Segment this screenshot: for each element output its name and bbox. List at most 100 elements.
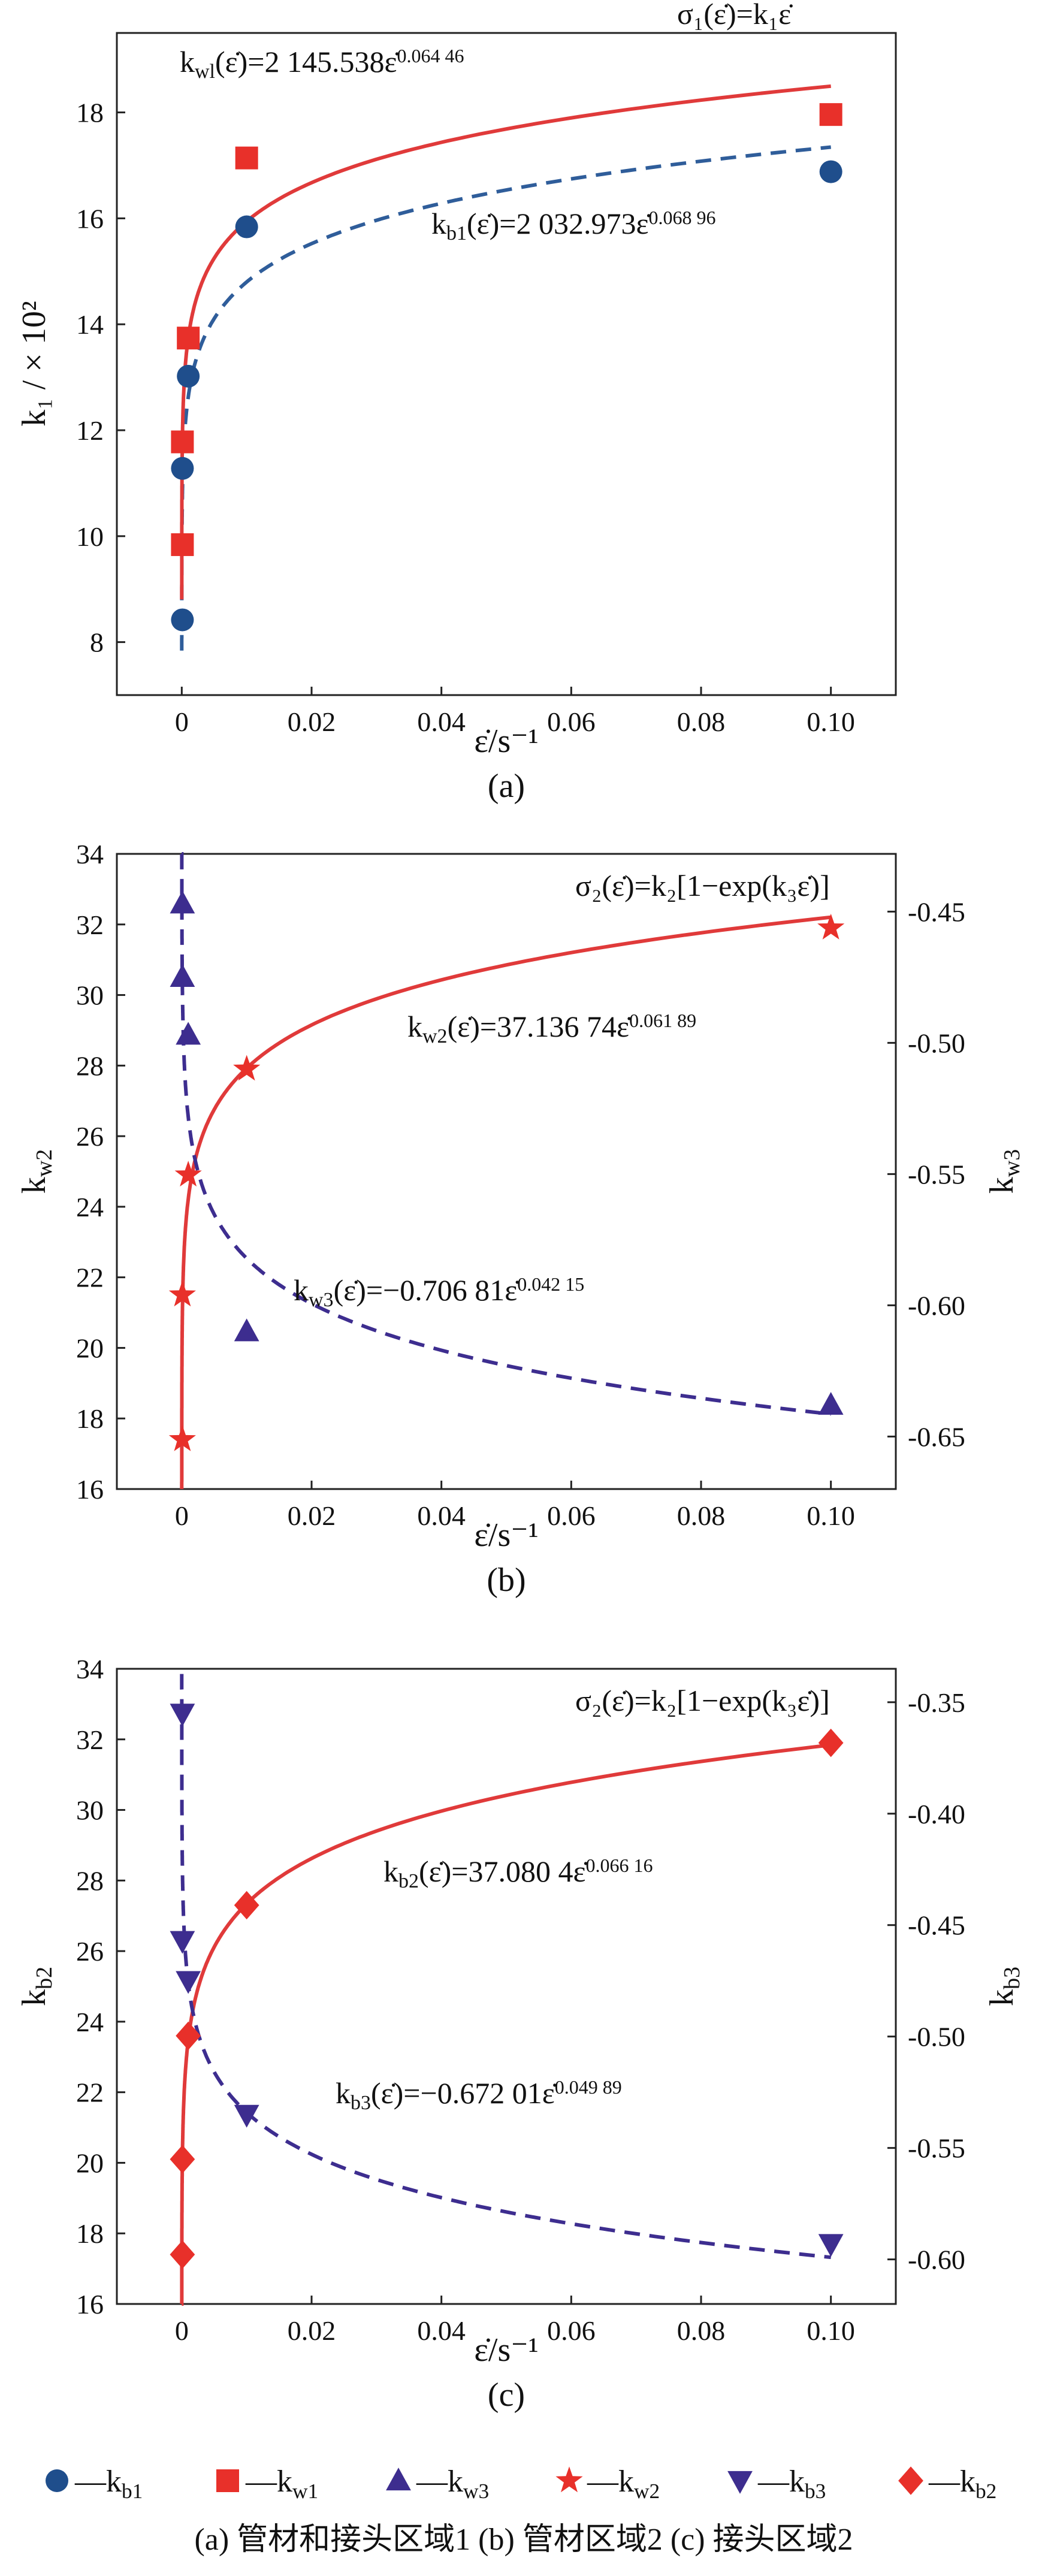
- model-equation: σ₁(ε̇)=k₁ε̇: [677, 0, 793, 31]
- fit-equation-k-b1: kb1(ε̇)=2 032.973ε̇0.068 96: [431, 207, 716, 244]
- y-right-tick-label: -0.45: [908, 1910, 965, 1941]
- x-axis-label: ε̇/s⁻¹: [474, 723, 538, 760]
- fit-curve-k-b2: [180, 1743, 832, 2306]
- y-tick-label: 34: [76, 839, 104, 869]
- figure-caption: (a) 管材和接头区域1 (b) 管材区域2 (c) 接头区域2: [194, 2523, 853, 2557]
- x-tick-label: 0.06: [547, 1500, 596, 1531]
- legend-label: —kw2: [587, 2465, 660, 2503]
- y-tick-label: 18: [76, 98, 104, 128]
- x-tick-label: 0.10: [807, 2315, 855, 2346]
- data-point-k-w1: [235, 146, 258, 170]
- y-right-tick-label: -0.60: [908, 2245, 965, 2275]
- legend-marker: [216, 2469, 239, 2492]
- y-tick-label: 32: [76, 910, 104, 940]
- x-tick-label: 0.08: [677, 2315, 726, 2346]
- panel-label: (b): [487, 1562, 525, 1599]
- data-point-k-b2: [818, 1728, 844, 1757]
- x-tick-label: 0.04: [417, 1500, 466, 1531]
- y-right-tick-label: -0.55: [908, 1159, 965, 1189]
- data-point-k-b3: [234, 2104, 259, 2128]
- legend-label: —kw1: [245, 2465, 318, 2503]
- fit-equation-k-b3: kb3(ε̇)=−0.672 01ε̇0.049 89: [336, 2076, 622, 2114]
- data-point-k-w3: [176, 1022, 201, 1045]
- data-point-k-b1: [819, 160, 842, 183]
- data-point-k-w3: [234, 1318, 259, 1342]
- y-tick-label: 22: [76, 2077, 104, 2108]
- y-tick-label: 8: [90, 627, 104, 658]
- y-tick-label: 16: [76, 1474, 104, 1505]
- x-tick-label: 0.02: [288, 706, 336, 737]
- y-axis-label: k₁ / × 10²: [16, 301, 53, 426]
- data-point-k-w2: [817, 913, 845, 940]
- legend-marker: [555, 2466, 583, 2493]
- data-point-k-b2: [176, 2021, 201, 2050]
- plot-frame: [116, 32, 897, 696]
- y-tick-label: 14: [76, 309, 104, 340]
- y-axis-label: kb2: [16, 1967, 57, 2006]
- y-tick-label: 32: [76, 1725, 104, 1755]
- x-tick-label: 0.02: [288, 2315, 336, 2346]
- y-tick-label: 10: [76, 521, 104, 552]
- data-point-k-b3: [170, 1931, 195, 1954]
- y-tick-label: 28: [76, 1050, 104, 1081]
- legend-marker: [898, 2466, 923, 2495]
- y-right-tick-label: -0.60: [908, 1290, 965, 1321]
- y-tick-label: 18: [76, 2218, 104, 2249]
- chart-panel-a: 0 0.02 0.04 0.06 0.08 0.10 8 10 12 14 16 18 kb1(ε̇)=…: [16, 0, 897, 805]
- y-right-tick-label: -0.50: [908, 1028, 965, 1058]
- data-point-k-w1: [819, 103, 842, 126]
- y-tick-label: 22: [76, 1263, 104, 1293]
- data-point-k-w3: [170, 890, 195, 914]
- panel-label: (c): [488, 2376, 525, 2414]
- legend-marker: [46, 2469, 68, 2492]
- x-tick-label: 0.04: [417, 2315, 466, 2346]
- y-tick-label: 20: [76, 1333, 104, 1363]
- y-right-tick-label: -0.55: [908, 2133, 965, 2164]
- data-point-k-w1: [177, 327, 200, 350]
- data-point-k-b1: [177, 364, 200, 388]
- legend-label: —kw3: [416, 2465, 489, 2503]
- y-tick-label: 34: [76, 1654, 104, 1684]
- y-tick-label: 24: [76, 1192, 104, 1222]
- legend-marker: [386, 2468, 411, 2491]
- x-tick-label: 0.10: [807, 706, 855, 737]
- data-point-k-b1: [171, 608, 194, 632]
- legend-label: —kb2: [928, 2465, 996, 2503]
- y-tick-label: 16: [76, 203, 104, 234]
- data-point-k-w2: [174, 1161, 202, 1187]
- x-tick-label: 0.04: [417, 706, 466, 737]
- legend-label: —kb1: [74, 2465, 143, 2503]
- plot-frame: [116, 1668, 897, 2305]
- data-point-k-w1: [171, 533, 194, 556]
- x-tick-label: 0.08: [677, 1500, 726, 1531]
- legend-marker: [727, 2471, 753, 2494]
- model-equation: σ₂(ε̇)=k₂[1−exp(k₃ε̇)]: [575, 869, 830, 902]
- panel-label: (a): [488, 768, 525, 805]
- data-point-k-w2: [168, 1281, 196, 1307]
- x-axis-label: ε̇/s⁻¹: [474, 2332, 538, 2369]
- fit-equation-k-w1: kwl(ε̇)=2 145.538ε̇0.064 46: [180, 45, 464, 83]
- fit-curve-k-b3: [180, 1674, 832, 2260]
- y-tick-label: 20: [76, 2148, 104, 2178]
- y-tick-label: 30: [76, 980, 104, 1011]
- y-tick-label: 26: [76, 1936, 104, 1967]
- data-point-k-b3: [818, 2234, 844, 2257]
- y-tick-label: 16: [76, 2289, 104, 2320]
- legend: —kb1 —kw1 —kw3 —kw2 —kb3 —kb2: [46, 2465, 996, 2503]
- y-tick-label: 18: [76, 1403, 104, 1434]
- chart-panel-c: 0 0.02 0.04 0.06 0.08 0.10 16 18 20 22 24 26 28 30 32 3…: [16, 1654, 1025, 2414]
- fit-equation-k-w2: kw2(ε̇)=37.136 74ε̇0.061 89: [407, 1010, 696, 1047]
- x-tick-label: 0.02: [288, 1500, 336, 1531]
- fit-curve-k-w2: [180, 915, 832, 1489]
- y-tick-label: 12: [76, 415, 104, 446]
- data-point-k-w2: [233, 1055, 261, 1081]
- y-right-tick-label: -0.40: [908, 1799, 965, 1829]
- fit-equation-k-b2: kb2(ε̇)=37.080 4ε̇0.066 16: [383, 1855, 653, 1892]
- x-tick-label: 0: [175, 2315, 189, 2346]
- fit-equation-k-w3: kw3(ε̇)=−0.706 81ε̇0.042 15: [294, 1273, 584, 1311]
- y-right-tick-label: -0.65: [908, 1421, 965, 1452]
- y-tick-label: 28: [76, 1865, 104, 1896]
- data-point-k-w2: [168, 1425, 196, 1451]
- model-equation: σ₂(ε̇)=k₂[1−exp(k₃ε̇)]: [575, 1684, 830, 1717]
